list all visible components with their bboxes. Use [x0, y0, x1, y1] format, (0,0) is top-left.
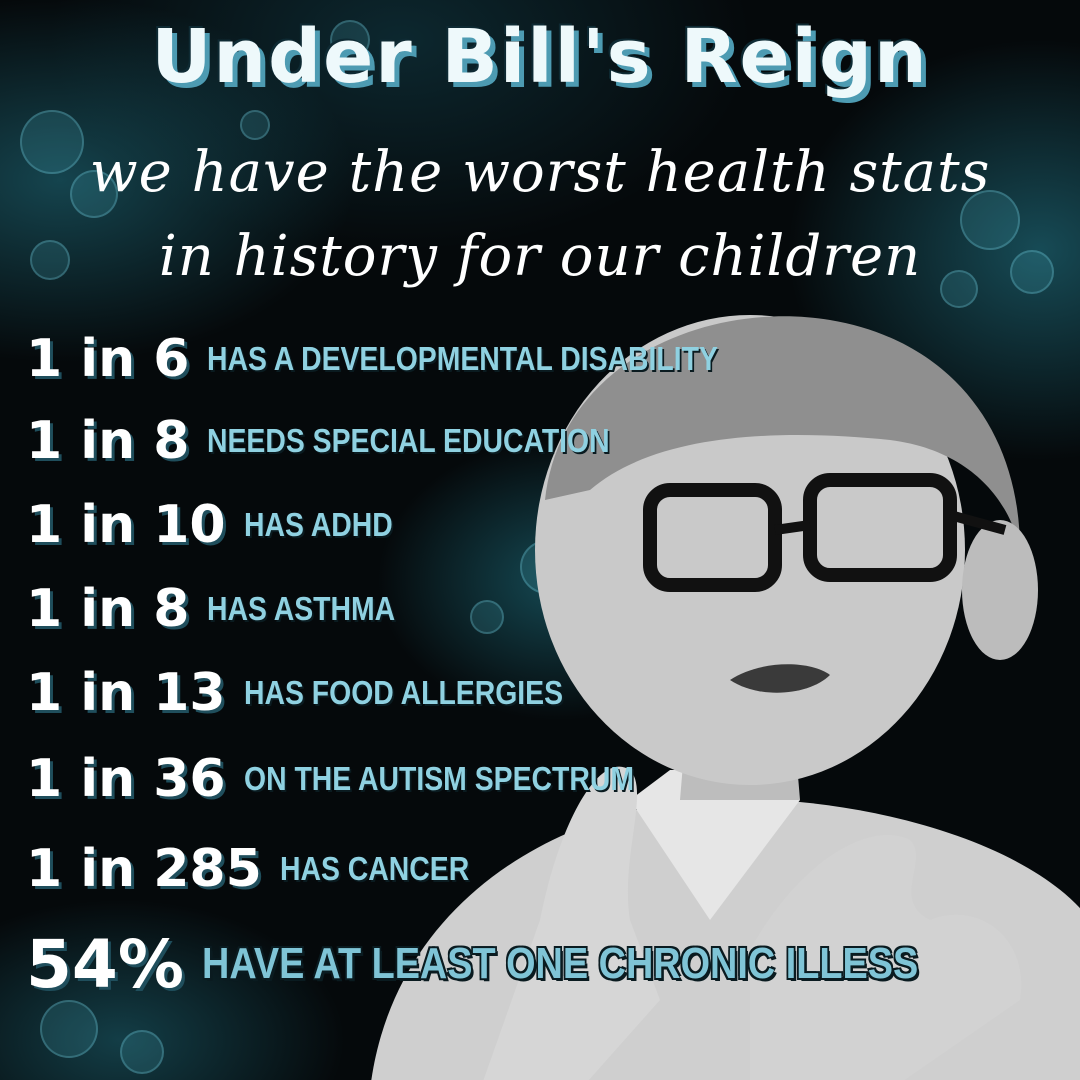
bokeh-circle: [30, 240, 70, 280]
bokeh-circle: [1010, 250, 1054, 294]
stat-ratio: 54%: [26, 925, 184, 1003]
bokeh-circle: [330, 20, 370, 60]
stat-description: HAS FOOD ALLERGIES: [243, 674, 563, 711]
bokeh-circle: [70, 170, 118, 218]
stat-ratio: 1 in 8: [26, 579, 190, 639]
stat-row: 54% HAVE AT LEAST ONE CHRONIC ILLESS: [26, 922, 1035, 1006]
subtitle-line-2: in history for our children: [158, 224, 922, 289]
stat-ratio: 1 in 6: [26, 329, 190, 389]
stat-ratio: 1 in 13: [26, 663, 226, 723]
bokeh-circle: [120, 1030, 164, 1074]
stat-description: NEEDS SPECIAL EDUCATION: [207, 422, 611, 459]
bokeh-circle: [20, 110, 84, 174]
stat-ratio: 1 in 10: [26, 495, 226, 555]
stat-row: 1 in 6 HAS A DEVELOPMENTAL DISABILITY: [26, 324, 801, 394]
stat-row: 1 in 36 ON THE AUTISM SPECTRUM: [26, 744, 697, 814]
stat-ratio: 1 in 285: [26, 839, 262, 899]
stat-row: 1 in 285 HAS CANCER: [26, 834, 500, 904]
subtitle-line-1: we have the worst health stats: [89, 140, 991, 205]
stat-row: 1 in 10 HAS ADHD: [26, 490, 417, 560]
poster-title: Under Bill's Reign: [151, 14, 929, 100]
stat-description: HAS ADHD: [243, 506, 393, 543]
bokeh-circle: [40, 1000, 98, 1058]
stat-description: HAS ASTHMA: [207, 590, 396, 627]
stat-row: 1 in 8 HAS ASTHMA: [26, 574, 426, 644]
man-portrait-image: [371, 315, 1080, 1080]
bokeh-circle: [470, 600, 504, 634]
stat-row: 1 in 8 NEEDS SPECIAL EDUCATION: [26, 406, 676, 476]
stat-description: HAVE AT LEAST ONE CHRONIC ILLESS: [201, 939, 919, 988]
bokeh-circle: [960, 190, 1020, 250]
stat-ratio: 1 in 8: [26, 411, 190, 471]
stat-description: HAS A DEVELOPMENTAL DISABILITY: [207, 340, 719, 377]
bokeh-circle: [940, 270, 978, 308]
stat-description: HAS CANCER: [279, 850, 469, 887]
stat-ratio: 1 in 36: [26, 749, 226, 809]
stat-row: 1 in 13 HAS FOOD ALLERGIES: [26, 658, 615, 728]
bokeh-circle: [240, 110, 270, 140]
stat-description: ON THE AUTISM SPECTRUM: [243, 760, 634, 797]
